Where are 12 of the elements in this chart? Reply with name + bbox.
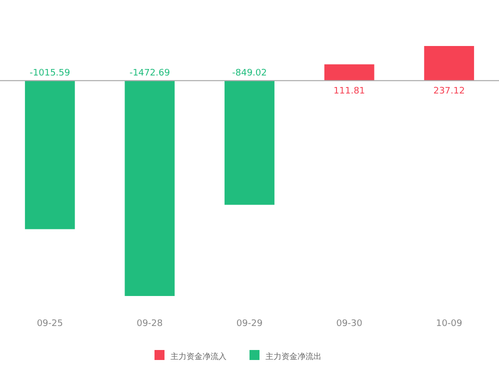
data-label: -1015.59 xyxy=(30,68,70,79)
x-tick-label: 09-30 xyxy=(336,319,363,329)
data-label: -1472.69 xyxy=(129,68,170,79)
x-tick-label: 09-25 xyxy=(36,319,63,329)
x-tick-label: 10-09 xyxy=(436,319,462,329)
data-label: -849.02 xyxy=(232,68,267,79)
x-tick-label: 09-28 xyxy=(136,319,164,329)
legend-label: 主力资金净流入 xyxy=(170,352,226,361)
data-label: 111.81 xyxy=(334,86,366,97)
x-tick-label: 09-29 xyxy=(236,319,263,329)
data-label: 237.12 xyxy=(433,86,465,97)
legend-label: 主力资金净流出 xyxy=(266,352,322,361)
